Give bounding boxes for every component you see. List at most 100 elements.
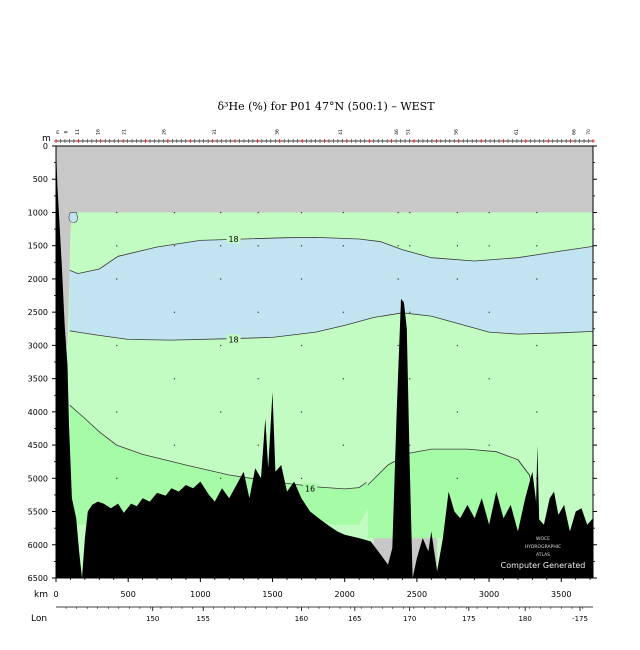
distance-tick-label: 0 (53, 590, 58, 599)
contour-18-upper (69, 236, 594, 275)
station-axis: m 6 11 16 21 26 31 36 41 46 51 56 61 66 70 (54, 129, 595, 143)
above-18-patch (68, 212, 78, 223)
sample-dot (116, 211, 118, 214)
seafloor-bathymetry (56, 146, 593, 578)
credit-line-3: ATLAS (536, 552, 550, 558)
depth-tick-label: 4000 (28, 408, 48, 417)
contour-label: 16 (305, 484, 315, 493)
distance-unit-label: km (34, 590, 48, 600)
depth-tick-label: 6000 (28, 541, 48, 550)
sample-dot (300, 278, 303, 280)
sample-dot (257, 211, 259, 214)
woce-credit: WOCE HYDROGRAPHIC ATLAS Computer Generat… (501, 536, 586, 570)
depth-tick-label: 6500 (28, 574, 48, 583)
sample-dot (536, 245, 538, 247)
lon-axis-label: Lon (31, 614, 47, 624)
sample-dot (342, 211, 344, 214)
station-label: 16 (95, 129, 101, 135)
depth-tick-label: 5000 (28, 474, 48, 483)
sample-dot (536, 344, 538, 347)
sample-dot (257, 311, 259, 313)
lon-tick-label: 155 (197, 615, 210, 623)
distance-tick-label: 3000 (479, 590, 499, 599)
station-label: 6 (64, 130, 70, 133)
sample-dot (342, 311, 344, 313)
sample-dot (220, 411, 222, 413)
station-label: 46 (394, 129, 400, 135)
lon-tick-label: 150 (146, 615, 159, 623)
sample-dot (173, 378, 176, 380)
sample-dot (116, 245, 118, 247)
sample-dot (300, 411, 303, 413)
longitude-axis: 150 155 160 165 170 175 180 -175 Lon (31, 606, 593, 624)
contour-label-bg (226, 334, 241, 344)
distance-axis: 0 500 1000 1500 2000 2500 3000 3500 km (34, 578, 591, 600)
depth-axis: 0 500 1000 1500 2000 2500 3000 3500 4000 4500 5000… (28, 134, 597, 583)
sample-dot (116, 344, 118, 347)
sample-dot (116, 278, 118, 280)
depth-unit-label: m (42, 134, 51, 144)
lon-tick-label: 180 (518, 615, 531, 623)
seamount-spike (535, 445, 540, 539)
sample-dot (342, 378, 344, 380)
station-label: 70 (586, 129, 592, 135)
contour-label-bg (226, 234, 241, 244)
sample-dot (397, 245, 399, 247)
sample-dot (397, 211, 399, 214)
sample-dot (300, 245, 303, 247)
depth-tick-label: 3500 (28, 375, 48, 384)
sample-dot (409, 444, 411, 446)
depth-tick-label: 3000 (28, 341, 48, 350)
contour-label: 18 (228, 235, 238, 244)
station-label: 56 (453, 129, 459, 135)
sample-dot (456, 278, 459, 280)
depth-tick-label: 2500 (28, 308, 48, 317)
station-label: 21 (121, 129, 127, 135)
station-label: 61 (514, 129, 520, 135)
depth-tick-label: 2000 (28, 275, 48, 284)
sample-dot (409, 211, 411, 214)
sample-dot (220, 278, 222, 280)
lon-tick-label: 175 (462, 615, 475, 623)
distance-tick-label: 3500 (551, 590, 571, 599)
sample-dot (300, 344, 303, 347)
contour-value-labels: 18 18 16 (226, 234, 318, 493)
lon-tick-label: -175 (572, 615, 588, 623)
sample-dot (220, 245, 222, 247)
sample-dot (536, 411, 538, 413)
sample-dot (257, 245, 259, 247)
sample-dot (173, 211, 176, 214)
sample-dot (488, 245, 490, 247)
distance-tick-label: 1000 (190, 590, 210, 599)
distance-tick-label: 2000 (335, 590, 355, 599)
sample-dot (488, 378, 490, 380)
sample-dot (300, 477, 303, 480)
sample-dot (409, 311, 411, 313)
station-label: 31 (212, 129, 218, 135)
station-label: 36 (274, 129, 280, 135)
sample-dot (257, 378, 259, 380)
station-label: 66 (572, 129, 578, 135)
sample-dot (488, 444, 490, 446)
above-18-fill (69, 237, 593, 341)
credit-line-2: HYDROGRAPHIC (525, 544, 561, 550)
lon-tick-label: 165 (348, 615, 361, 623)
station-label: m (56, 130, 61, 134)
credit-line-1: WOCE (536, 536, 550, 542)
contour-16-west (69, 404, 367, 490)
sample-dot (488, 211, 490, 214)
sample-dot (220, 344, 222, 347)
credit-note: Computer Generated (501, 561, 586, 570)
lon-tick-label: 160 (295, 615, 308, 623)
sample-dot (300, 211, 303, 214)
depth-tick-label: 5500 (28, 508, 48, 517)
sample-dot (456, 245, 459, 247)
distance-tick-label: 2500 (407, 590, 427, 599)
sample-dot (536, 278, 538, 280)
sample-dot (220, 477, 222, 480)
sample-dot (342, 245, 344, 247)
depth-tick-label: 1000 (28, 208, 48, 217)
sample-dot (456, 211, 459, 214)
station-label: 26 (162, 129, 168, 135)
